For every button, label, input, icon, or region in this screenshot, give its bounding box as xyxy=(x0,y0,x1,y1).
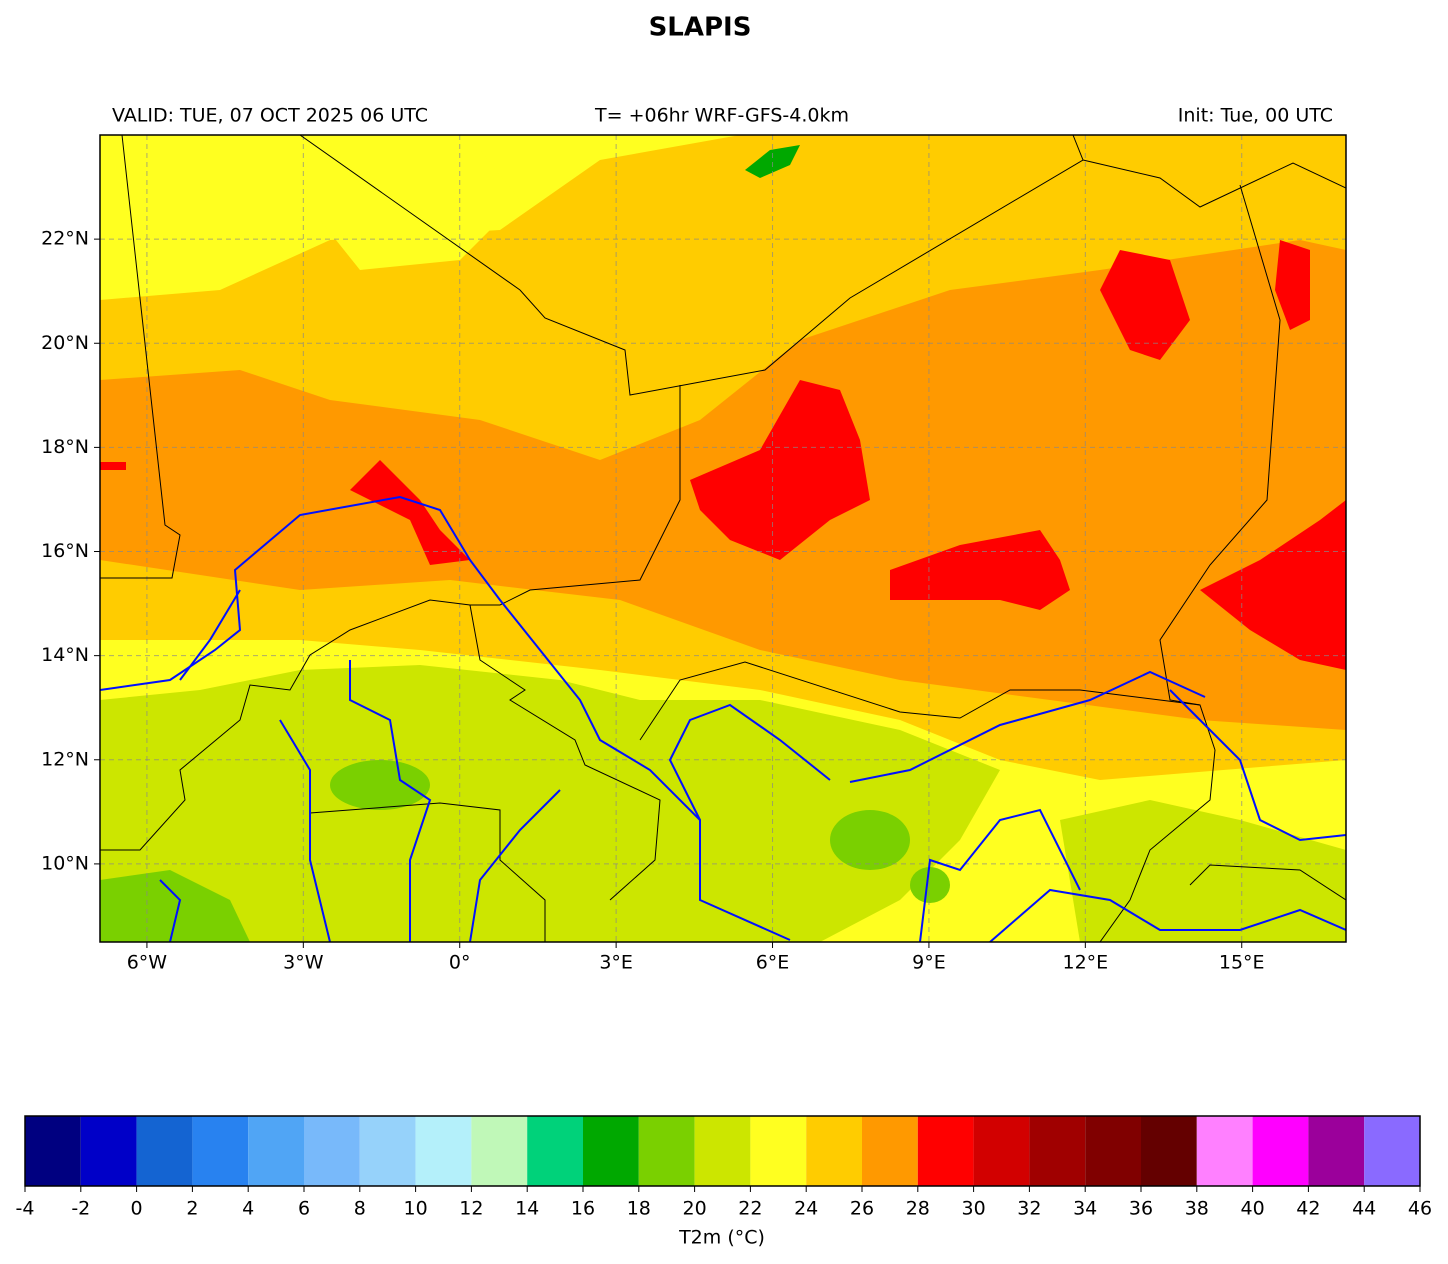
x-tick-label: 12°E xyxy=(1062,952,1108,974)
river xyxy=(469,789,561,942)
colorbar-tick-label: 20 xyxy=(683,1198,707,1220)
colorbar-tick-label: 2 xyxy=(186,1198,198,1220)
river xyxy=(989,888,1346,942)
colorbar-tick-label: 32 xyxy=(1017,1198,1041,1220)
river xyxy=(849,670,1206,783)
colorbar-swatch xyxy=(304,1116,360,1186)
colorbar-tick-label: 34 xyxy=(1073,1198,1097,1220)
colorbar-tick-label: 4 xyxy=(242,1198,254,1220)
colorbar-tick-label: 42 xyxy=(1296,1198,1320,1220)
colorbar-tick-label: 44 xyxy=(1352,1198,1376,1220)
colorbar-tick-label: 0 xyxy=(131,1198,143,1220)
colorbar-swatch xyxy=(1364,1116,1420,1186)
colorbar-swatch xyxy=(583,1116,639,1186)
x-tick-label: 6°W xyxy=(127,952,168,974)
y-tick-label: 18°N xyxy=(41,436,89,458)
colorbar-label: T2m (°C) xyxy=(678,1227,765,1249)
x-tick-label: 15°E xyxy=(1219,952,1265,974)
colorbar-swatch xyxy=(973,1116,1030,1186)
colorbar-tick-label: -2 xyxy=(71,1198,90,1220)
colorbar-swatch xyxy=(359,1116,416,1186)
colorbar-tick-label: 36 xyxy=(1129,1198,1153,1220)
colorbar-tick-label: 10 xyxy=(404,1198,428,1220)
colorbar-swatch xyxy=(1141,1116,1197,1186)
colorbar-swatch xyxy=(527,1116,583,1186)
x-tick-label: 9°E xyxy=(912,952,946,974)
river xyxy=(919,808,1081,942)
border xyxy=(100,385,681,851)
river xyxy=(279,719,331,942)
y-tick-label: 16°N xyxy=(41,540,89,562)
map-frame xyxy=(99,134,1347,943)
colorbar-swatch xyxy=(1029,1116,1086,1186)
y-tick-label: 20°N xyxy=(41,332,89,354)
river xyxy=(349,660,432,942)
colorbar-swatch xyxy=(1252,1116,1309,1186)
colorbar-swatch xyxy=(471,1116,528,1186)
colorbar-swatch xyxy=(80,1116,137,1186)
border xyxy=(1189,864,1346,901)
init-time: Init: Tue, 00 UTC xyxy=(1178,105,1333,127)
river xyxy=(1169,689,1346,842)
river xyxy=(179,589,241,681)
colorbar-tick-label: 14 xyxy=(515,1198,539,1220)
x-tick-label: 3°E xyxy=(599,952,633,974)
valid-time: VALID: TUE, 07 OCT 2025 06 UTC xyxy=(112,105,428,127)
y-tick-label: 22°N xyxy=(41,228,89,250)
x-tick-label: 3°W xyxy=(283,952,324,974)
colorbar-swatch xyxy=(917,1116,974,1186)
river xyxy=(159,879,182,942)
colorbar-swatch xyxy=(248,1116,304,1186)
colorbar-tick-label: 18 xyxy=(627,1198,651,1220)
colorbar-tick-label: 40 xyxy=(1241,1198,1265,1220)
colorbar-tick-label: -4 xyxy=(16,1198,35,1220)
y-tick-label: 10°N xyxy=(41,852,89,874)
forecast-info: T= +06hr WRF-GFS-4.0km xyxy=(594,105,849,127)
colorbar-tick-label: 38 xyxy=(1185,1198,1209,1220)
border xyxy=(1082,159,1346,208)
colorbar-swatch xyxy=(415,1116,472,1186)
colorbar-tick-label: 46 xyxy=(1408,1198,1432,1220)
colorbar-tick-label: 16 xyxy=(571,1198,595,1220)
colorbar-swatch xyxy=(862,1116,918,1186)
colorbar-swatch xyxy=(750,1116,807,1186)
colorbar-swatch xyxy=(694,1116,751,1186)
colorbar-tick-label: 28 xyxy=(906,1198,930,1220)
y-tick-label: 14°N xyxy=(41,644,89,666)
colorbar-swatch xyxy=(1196,1116,1253,1186)
colorbar-tick-label: 24 xyxy=(794,1198,818,1220)
river xyxy=(100,495,791,941)
x-tick-label: 0° xyxy=(449,952,471,974)
colorbar-swatch xyxy=(192,1116,249,1186)
border xyxy=(299,135,1084,396)
temperature-field xyxy=(100,135,1346,942)
grid xyxy=(100,135,1346,942)
colorbar-tick-label: 12 xyxy=(459,1198,483,1220)
x-tick-label: 6°E xyxy=(756,952,790,974)
colorbar-swatch xyxy=(638,1116,695,1186)
colorbar-frame xyxy=(24,1115,1421,1187)
map-lines xyxy=(100,135,1346,942)
colorbar-swatch xyxy=(1085,1116,1141,1186)
border xyxy=(469,604,661,901)
border xyxy=(639,661,1201,741)
colorbar-tick-label: 8 xyxy=(354,1198,366,1220)
y-tick-label: 12°N xyxy=(41,748,89,770)
colorbar-tick-label: 30 xyxy=(962,1198,986,1220)
border xyxy=(309,802,546,942)
colorbar-tick-label: 26 xyxy=(850,1198,874,1220)
colorbar-tick-label: 22 xyxy=(738,1198,762,1220)
border xyxy=(100,135,181,579)
colorbar-swatch xyxy=(1308,1116,1365,1186)
colorbar-swatch xyxy=(136,1116,193,1186)
colorbar-swatch xyxy=(806,1116,862,1186)
colorbar-tick-label: 6 xyxy=(298,1198,310,1220)
border xyxy=(1099,749,1216,942)
title: SLAPIS xyxy=(649,13,752,43)
colorbar-swatch xyxy=(25,1116,81,1186)
river xyxy=(668,703,831,821)
colorbar: -4 -2 0 2 4 6 8 10 12 14 16 18 20 22 24 26 28 30 32 34 36 38 4… xyxy=(16,1115,1432,1220)
